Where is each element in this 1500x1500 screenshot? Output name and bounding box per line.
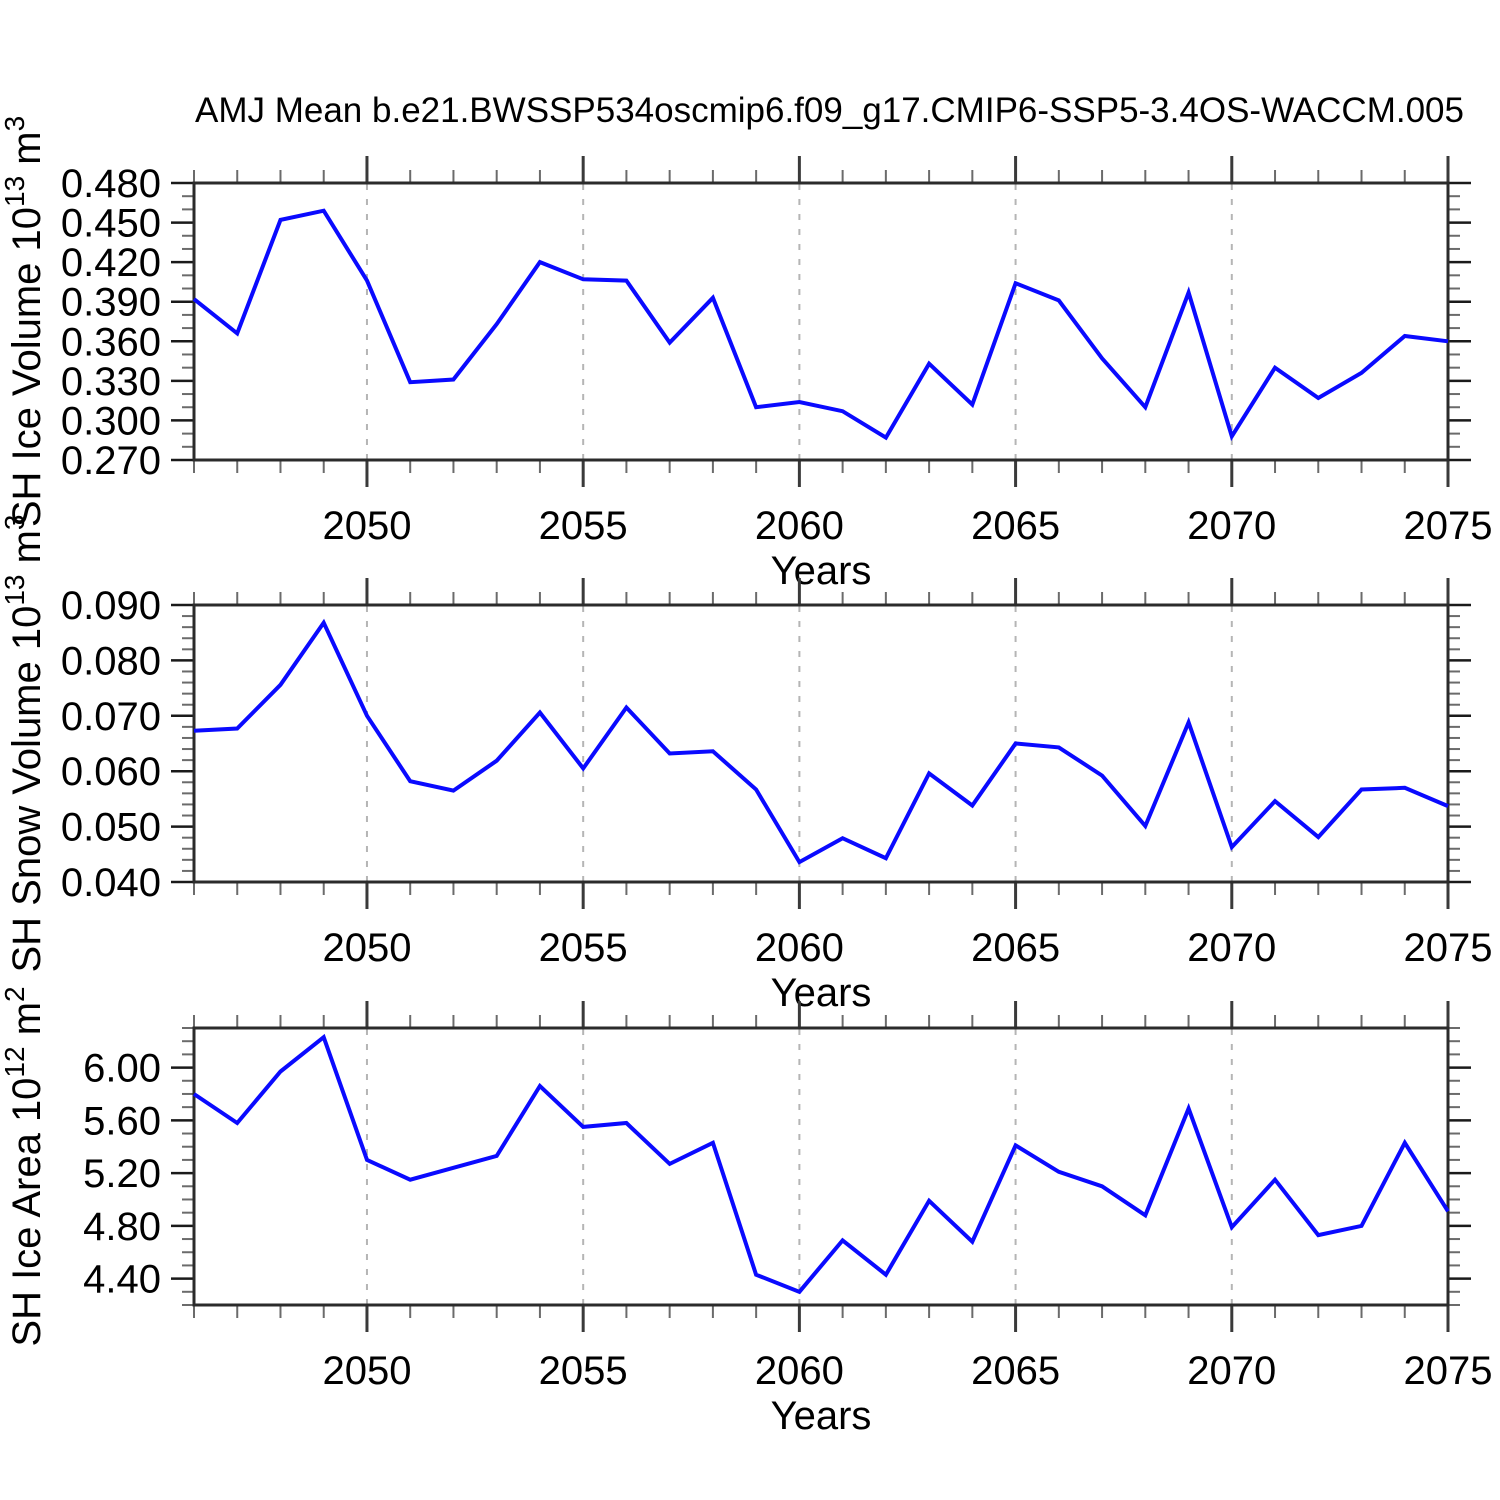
y-tick-label: 0.300	[61, 399, 161, 443]
data-line-sh-ice-volume	[192, 208, 1449, 442]
x-tick-label: 2070	[1187, 504, 1276, 548]
data-line-sh-ice-area	[192, 1033, 1450, 1295]
y-axis-title: SH Snow Volume 1013 m3	[0, 514, 49, 972]
y-tick-label: 6.00	[83, 1047, 161, 1091]
x-tick-label: 2060	[755, 1349, 844, 1393]
plot-frame	[192, 181, 1450, 462]
x-tick-label: 2075	[1404, 504, 1493, 548]
x-tick-label: 2065	[971, 926, 1060, 970]
x-tick-label: 2070	[1187, 926, 1276, 970]
x-tick-label: 2065	[971, 1349, 1060, 1393]
x-axis-title: Years	[771, 1394, 872, 1438]
panel-sh-ice-volume: 0.2700.3000.3300.3600.3900.4200.4500.480…	[0, 116, 1492, 593]
y-tick-label: 0.090	[61, 584, 161, 628]
x-tick-label: 2060	[755, 926, 844, 970]
y-tick-label: 0.390	[61, 281, 161, 325]
panel-sh-ice-area: 4.40 4.80 5.20 5.60 6.00 2050 2055 2060 2065 2070…	[0, 986, 1492, 1438]
y-tick-label: 4.80	[83, 1205, 161, 1249]
panels-group: 0.2700.3000.3300.3600.3900.4200.4500.480…	[0, 116, 1492, 1438]
y-tick-label: 0.040	[61, 861, 161, 905]
y-axis-title: SH Ice Area 1012 m2	[0, 986, 49, 1346]
x-tick-label: 2075	[1404, 926, 1493, 970]
y-tick-label: 0.050	[61, 806, 161, 850]
data-line-sh-snow-volume	[193, 618, 1449, 865]
chart-title: AMJ Mean b.e21.BWSSP534oscmip6.f09_g17.C…	[195, 91, 1464, 130]
plot-frame	[192, 1026, 1450, 1307]
x-tick-label: 2075	[1404, 1349, 1493, 1393]
y-tick-label: 0.270	[61, 439, 161, 483]
x-tick-label: 2050	[322, 926, 411, 970]
y-tick-label: 0.420	[61, 241, 161, 285]
x-tick-label: 2060	[755, 504, 844, 548]
y-axis-title: SH Ice Volume 1013 m3	[0, 116, 49, 527]
x-tick-label: 2055	[539, 1349, 628, 1393]
x-axis-title: Years	[771, 971, 872, 1015]
x-tick-label: 2055	[539, 926, 628, 970]
y-tick-label: 0.360	[61, 320, 161, 364]
y-tick-label: 0.330	[61, 360, 161, 404]
y-tick-label: 4.40	[83, 1258, 161, 1302]
plot-frame	[192, 603, 1450, 884]
x-axis-title: Years	[771, 549, 872, 593]
y-tick-label: 0.480	[61, 162, 161, 206]
y-tick-label: 0.070	[61, 695, 161, 739]
x-tick-label: 2055	[539, 504, 628, 548]
x-tick-label: 2050	[322, 504, 411, 548]
y-tick-label: 5.60	[83, 1099, 161, 1143]
x-tick-label: 2065	[971, 504, 1060, 548]
x-tick-label: 2070	[1187, 1349, 1276, 1393]
y-tick-label: 5.20	[83, 1152, 161, 1196]
panel-sh-snow-volume: 0.040 0.050 0.060 0.070 0.080 0.090 2050 2055 20…	[0, 514, 1492, 1015]
y-tick-label: 0.080	[61, 639, 161, 683]
y-tick-label: 0.450	[61, 202, 161, 246]
y-tick-label: 0.060	[61, 750, 161, 794]
x-tick-label: 2050	[322, 1349, 411, 1393]
